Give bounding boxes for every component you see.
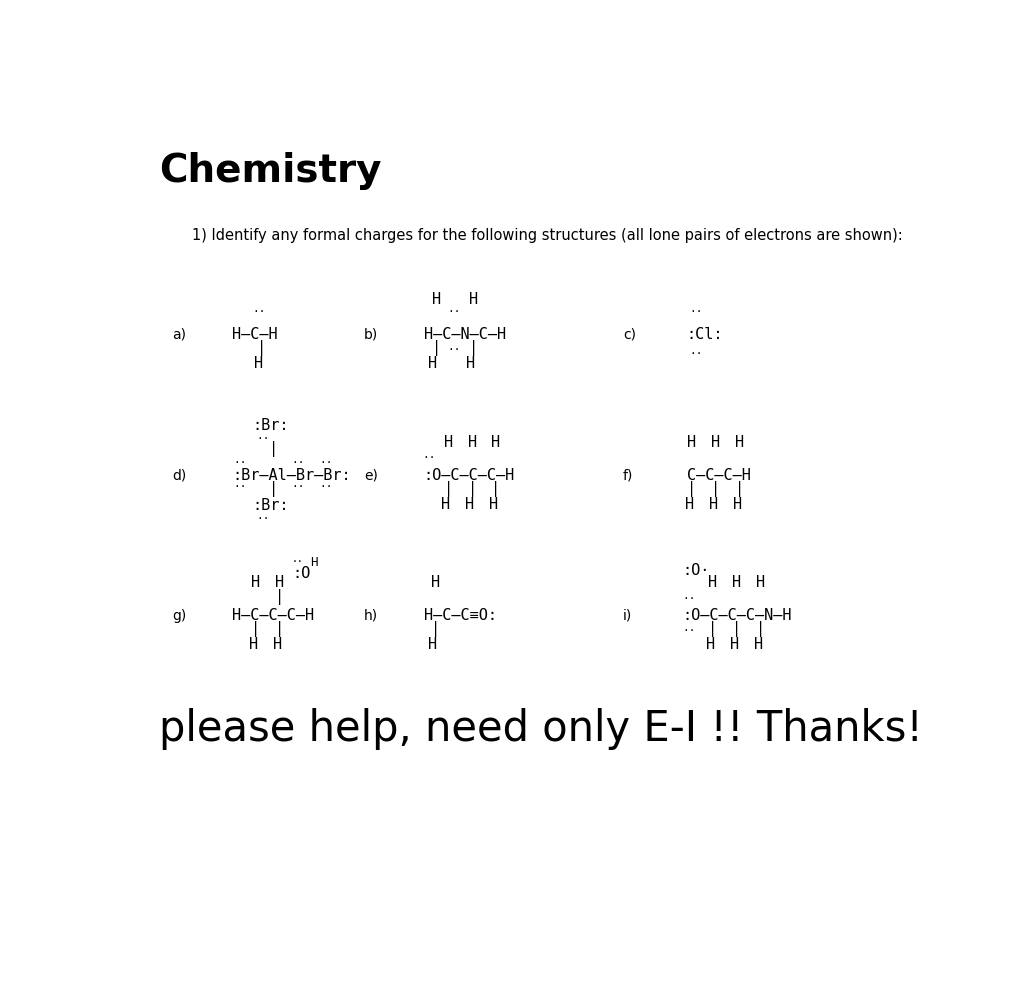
Text: H–C–C≡O:: H–C–C≡O: [424, 608, 497, 623]
Text: H: H [735, 435, 744, 450]
Text: :O: :O [292, 566, 311, 582]
Text: |: | [469, 340, 478, 356]
Text: ··: ·· [256, 514, 270, 525]
Text: |: | [443, 481, 453, 497]
Text: H: H [428, 356, 437, 371]
Text: ··: ·· [689, 349, 703, 359]
Text: h): h) [364, 608, 378, 622]
Text: H: H [469, 292, 478, 308]
Text: ··: ·· [319, 458, 332, 468]
Text: H–C–N–C–H: H–C–N–C–H [424, 327, 506, 342]
Text: ··: ·· [422, 454, 435, 463]
Text: ··: ·· [448, 307, 461, 317]
Text: H: H [311, 556, 318, 569]
Text: ··: ·· [292, 557, 304, 568]
Text: |: | [492, 481, 500, 497]
Text: H: H [443, 435, 453, 450]
Text: H: H [711, 435, 720, 450]
Text: H: H [733, 497, 742, 512]
Text: H: H [730, 637, 739, 652]
Text: ··: ·· [234, 482, 247, 492]
Text: |: | [735, 481, 744, 497]
Text: H: H [685, 497, 695, 512]
Text: |: | [257, 340, 267, 356]
Text: H: H [686, 435, 696, 450]
Text: i): i) [624, 608, 632, 622]
Text: c): c) [624, 327, 636, 342]
Text: |: | [276, 621, 284, 637]
Text: H: H [754, 637, 762, 652]
Text: |: | [276, 589, 284, 604]
Text: H–C–C–C–H: H–C–C–C–H [233, 608, 315, 623]
Text: ··: ·· [256, 434, 270, 444]
Text: H: H [467, 435, 476, 450]
Text: Chemistry: Chemistry [158, 153, 382, 190]
Text: |: | [251, 621, 260, 637]
Text: |: | [432, 340, 440, 356]
Text: |: | [733, 621, 742, 637]
Text: |: | [711, 481, 720, 497]
Text: H: H [465, 497, 474, 512]
Text: ··: ·· [683, 594, 697, 603]
Text: H: H [428, 637, 437, 652]
Text: ··: ·· [448, 345, 461, 355]
Text: H: H [492, 435, 500, 450]
Text: H: H [249, 637, 258, 652]
Text: H–C–H: H–C–H [233, 327, 278, 342]
Text: H: H [431, 576, 440, 591]
Text: H: H [733, 576, 742, 591]
Text: H: H [706, 637, 715, 652]
Text: |: | [756, 621, 766, 637]
Text: :Br:: :Br: [252, 418, 289, 433]
Text: H: H [708, 576, 717, 591]
Text: ··: ·· [291, 482, 305, 492]
Text: :Br–Al–Br–Br:: :Br–Al–Br–Br: [233, 467, 351, 483]
Text: H: H [432, 292, 440, 308]
Text: ··: ·· [683, 626, 697, 636]
Text: ··: ·· [291, 458, 305, 468]
Text: H: H [276, 576, 284, 591]
Text: |: | [708, 621, 717, 637]
Text: H: H [756, 576, 766, 591]
Text: ··: ·· [234, 458, 247, 468]
Text: ··: ·· [252, 307, 265, 317]
Text: 1) Identify any formal charges for the following structures (all lone pairs of e: 1) Identify any formal charges for the f… [192, 229, 903, 244]
Text: please help, need only E-I !! Thanks!: please help, need only E-I !! Thanks! [158, 709, 923, 750]
Text: :O–C–C–C–H: :O–C–C–C–H [424, 467, 514, 483]
Text: H: H [254, 356, 263, 371]
Text: |: | [431, 621, 440, 637]
Text: |: | [686, 481, 696, 497]
Text: H: H [709, 497, 718, 512]
Text: :O–C–C–C–N–H: :O–C–C–C–N–H [683, 608, 792, 623]
Text: f): f) [624, 468, 634, 482]
Text: d): d) [173, 468, 186, 482]
Text: H: H [441, 497, 451, 512]
Text: H: H [466, 356, 475, 371]
Text: |: | [269, 481, 278, 497]
Text: a): a) [173, 327, 186, 342]
Text: e): e) [364, 468, 378, 482]
Text: ··: ·· [319, 482, 332, 492]
Text: |: | [269, 441, 278, 457]
Text: :O·: :O· [683, 563, 710, 578]
Text: g): g) [173, 608, 186, 622]
Text: :Cl:: :Cl: [686, 327, 723, 342]
Text: ··: ·· [689, 307, 703, 317]
Text: H: H [273, 637, 282, 652]
Text: H: H [489, 497, 498, 512]
Text: H: H [251, 576, 260, 591]
Text: b): b) [364, 327, 378, 342]
Text: |: | [467, 481, 476, 497]
Text: :Br:: :Br: [252, 498, 289, 513]
Text: C–C–C–H: C–C–C–H [686, 467, 751, 483]
